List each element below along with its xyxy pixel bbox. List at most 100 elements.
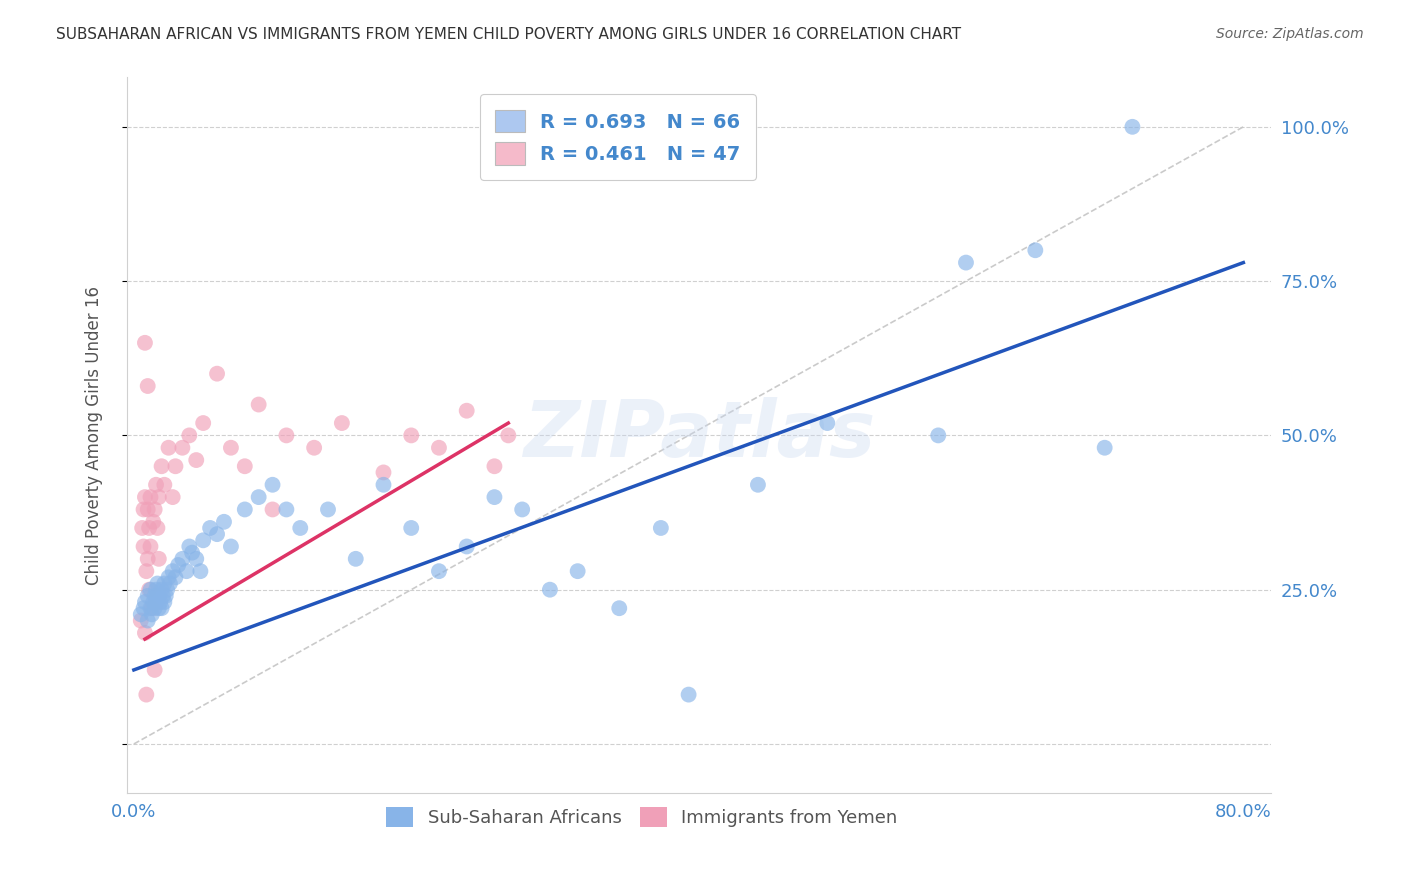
Point	[567, 564, 589, 578]
Point	[155, 589, 177, 603]
Point	[145, 595, 167, 609]
Point	[149, 595, 172, 609]
Point	[131, 521, 153, 535]
Point	[146, 521, 169, 535]
Point	[212, 515, 235, 529]
Point	[142, 515, 165, 529]
Point	[172, 551, 194, 566]
Point	[373, 466, 395, 480]
Point	[262, 477, 284, 491]
Point	[186, 551, 208, 566]
Point	[172, 441, 194, 455]
Point	[156, 582, 179, 597]
Point	[153, 477, 176, 491]
Point	[150, 601, 173, 615]
Point	[538, 582, 561, 597]
Point	[143, 589, 166, 603]
Point	[157, 570, 180, 584]
Point	[247, 490, 270, 504]
Text: Source: ZipAtlas.com: Source: ZipAtlas.com	[1216, 27, 1364, 41]
Point	[205, 527, 228, 541]
Point	[132, 540, 155, 554]
Point	[330, 416, 353, 430]
Point	[678, 688, 700, 702]
Point	[484, 490, 506, 504]
Point	[427, 564, 450, 578]
Text: ZIPatlas: ZIPatlas	[523, 398, 875, 474]
Point	[747, 477, 769, 491]
Point	[135, 688, 157, 702]
Point	[148, 551, 170, 566]
Point	[815, 416, 838, 430]
Point	[233, 459, 256, 474]
Point	[134, 490, 156, 504]
Point	[139, 601, 162, 615]
Point	[193, 533, 215, 548]
Point	[373, 477, 395, 491]
Point	[167, 558, 190, 572]
Point	[193, 416, 215, 430]
Point	[134, 595, 156, 609]
Point	[219, 441, 242, 455]
Point	[233, 502, 256, 516]
Point	[1094, 441, 1116, 455]
Point	[150, 459, 173, 474]
Point	[176, 564, 198, 578]
Point	[145, 582, 167, 597]
Point	[143, 502, 166, 516]
Point	[179, 540, 201, 554]
Point	[399, 428, 422, 442]
Point	[198, 521, 221, 535]
Point	[139, 582, 162, 597]
Point	[159, 576, 181, 591]
Point	[136, 502, 159, 516]
Point	[146, 589, 169, 603]
Point	[148, 589, 170, 603]
Point	[132, 601, 155, 615]
Point	[129, 614, 152, 628]
Point	[148, 490, 170, 504]
Point	[136, 379, 159, 393]
Point	[650, 521, 672, 535]
Point	[153, 576, 176, 591]
Point	[148, 601, 170, 615]
Point	[165, 570, 187, 584]
Text: SUBSAHARAN AFRICAN VS IMMIGRANTS FROM YEMEN CHILD POVERTY AMONG GIRLS UNDER 16 C: SUBSAHARAN AFRICAN VS IMMIGRANTS FROM YE…	[56, 27, 962, 42]
Point	[134, 626, 156, 640]
Point	[344, 551, 367, 566]
Point	[399, 521, 422, 535]
Point	[186, 453, 208, 467]
Point	[138, 521, 160, 535]
Point	[290, 521, 312, 535]
Point	[138, 582, 160, 597]
Point	[135, 564, 157, 578]
Point	[152, 589, 174, 603]
Point	[179, 428, 201, 442]
Point	[316, 502, 339, 516]
Point	[134, 335, 156, 350]
Point	[132, 502, 155, 516]
Point	[157, 441, 180, 455]
Point	[143, 601, 166, 615]
Point	[139, 490, 162, 504]
Point	[219, 540, 242, 554]
Point	[143, 663, 166, 677]
Point	[456, 403, 478, 417]
Point	[142, 595, 165, 609]
Point	[139, 540, 162, 554]
Point	[136, 551, 159, 566]
Point	[276, 502, 298, 516]
Point	[136, 614, 159, 628]
Point	[205, 367, 228, 381]
Point	[146, 576, 169, 591]
Point	[181, 546, 204, 560]
Point	[1024, 244, 1046, 258]
Point	[262, 502, 284, 516]
Point	[456, 540, 478, 554]
Point	[129, 607, 152, 622]
Y-axis label: Child Poverty Among Girls Under 16: Child Poverty Among Girls Under 16	[86, 286, 103, 585]
Point	[141, 601, 163, 615]
Point	[141, 607, 163, 622]
Point	[190, 564, 212, 578]
Point	[247, 398, 270, 412]
